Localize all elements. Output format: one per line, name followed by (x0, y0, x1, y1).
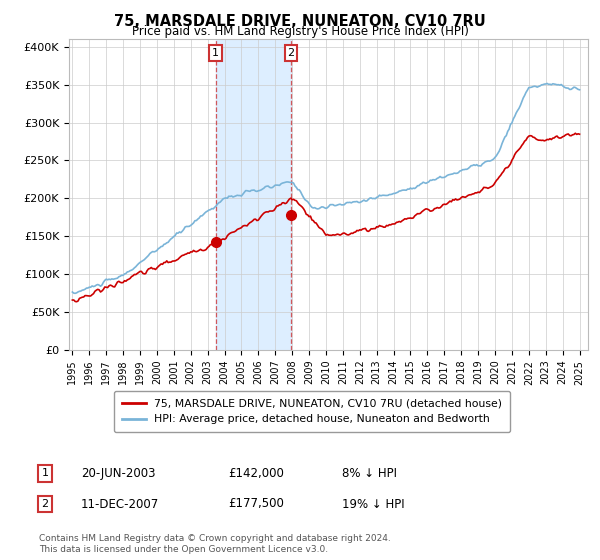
Text: 20-JUN-2003: 20-JUN-2003 (81, 466, 155, 480)
Text: 11-DEC-2007: 11-DEC-2007 (81, 497, 159, 511)
Text: 75, MARSDALE DRIVE, NUNEATON, CV10 7RU: 75, MARSDALE DRIVE, NUNEATON, CV10 7RU (114, 14, 486, 29)
Text: £177,500: £177,500 (228, 497, 284, 511)
Text: 1: 1 (41, 468, 49, 478)
Legend: 75, MARSDALE DRIVE, NUNEATON, CV10 7RU (detached house), HPI: Average price, det: 75, MARSDALE DRIVE, NUNEATON, CV10 7RU (… (114, 391, 510, 432)
Text: 2: 2 (287, 48, 295, 58)
Text: 19% ↓ HPI: 19% ↓ HPI (342, 497, 404, 511)
Bar (215, 39, 291, 350)
Text: 1: 1 (212, 48, 219, 58)
Text: 2: 2 (41, 499, 49, 509)
Text: Price paid vs. HM Land Registry's House Price Index (HPI): Price paid vs. HM Land Registry's House … (131, 25, 469, 38)
Text: 8% ↓ HPI: 8% ↓ HPI (342, 466, 397, 480)
Text: £142,000: £142,000 (228, 466, 284, 480)
Text: Contains HM Land Registry data © Crown copyright and database right 2024.
This d: Contains HM Land Registry data © Crown c… (39, 534, 391, 554)
